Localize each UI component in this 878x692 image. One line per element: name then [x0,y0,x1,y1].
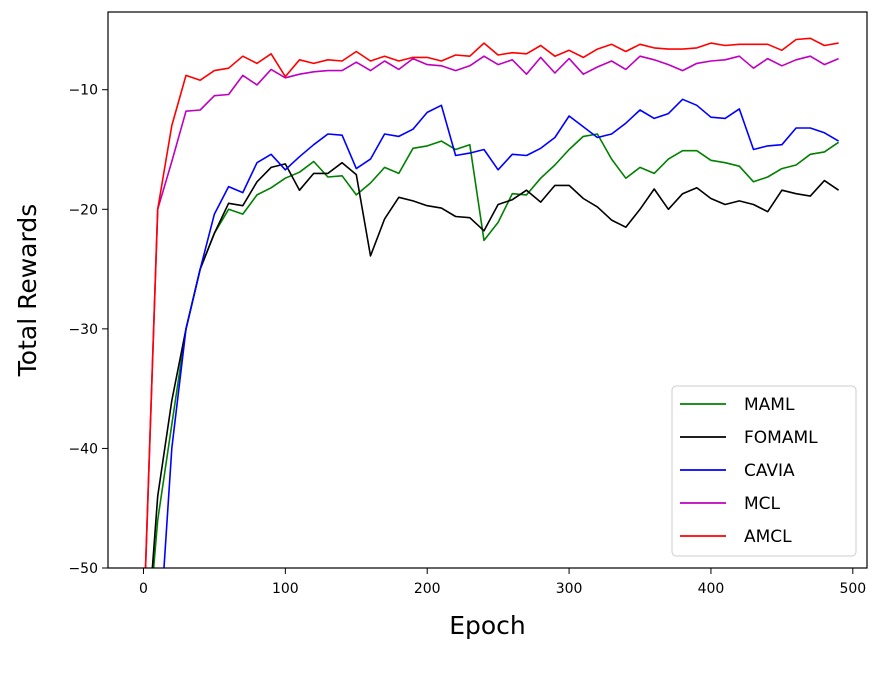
series-line-maml [152,133,840,568]
legend-label-maml: MAML [744,395,795,415]
y-tick-label: −40 [68,441,98,457]
series-line-cavia [163,98,840,568]
legend-label-fomaml: FOMAML [744,428,818,448]
series-line-mcl [144,55,839,568]
legend-label-mcl: MCL [744,494,781,514]
x-tick-label: 100 [272,581,299,597]
series-line-fomaml [151,161,840,568]
x-tick-label: 500 [839,581,866,597]
series-line-amcl [144,37,839,568]
x-tick-label: 0 [139,581,148,597]
y-tick-label: −30 [68,322,98,338]
legend-box [671,385,857,557]
x-tick-label: 400 [698,581,725,597]
x-axis-title: Epoch [449,611,526,640]
series-layer [144,37,840,568]
legend-label-cavia: CAVIA [744,461,795,481]
x-tick-label: 200 [414,581,441,597]
y-axis-title: Total Rewards [13,204,42,377]
x-tick-label: 300 [556,581,583,597]
legend-label-amcl: AMCL [744,527,792,547]
y-tick-label: −10 [68,83,98,99]
legend: MAML FOMAML CAVIA MCL AMCL [671,385,857,557]
plot-frame [107,11,868,569]
ticks-layer: 0 100 200 300 400 500 −50 −40 −30 −20 −10 [68,83,866,597]
y-tick-label: −20 [68,202,98,218]
y-tick-label: −50 [68,561,98,577]
